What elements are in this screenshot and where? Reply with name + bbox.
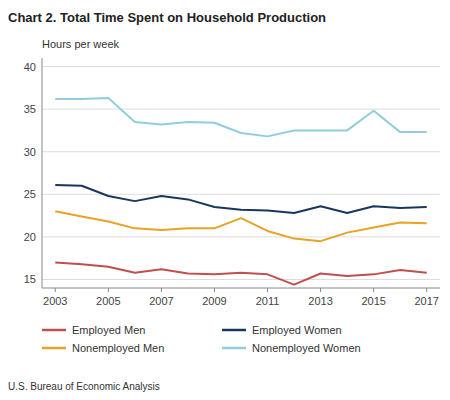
x-tick-label: 2017 [414, 295, 438, 307]
legend-swatch [42, 329, 66, 332]
x-tick [161, 288, 162, 292]
x-tick-label: 2013 [308, 295, 332, 307]
x-tick-label: 2007 [149, 295, 173, 307]
x-tick [267, 288, 268, 292]
x-tick [214, 288, 215, 292]
x-tick [55, 288, 56, 292]
x-tick-label: 2011 [256, 295, 280, 307]
legend-label: Employed Men [72, 324, 145, 336]
chart: Chart 2. Total Time Spent on Household P… [0, 0, 450, 400]
grid-line [42, 236, 440, 237]
x-tick [108, 288, 109, 292]
x-tick-label: 2009 [202, 295, 226, 307]
x-tick [426, 288, 427, 292]
y-tick-label: 25 [24, 188, 36, 200]
series-line [55, 98, 426, 136]
title: Chart 2. Total Time Spent on Household P… [8, 10, 326, 25]
series-line [55, 262, 426, 284]
grid-line [42, 109, 440, 110]
annotation: U.S. Bureau of Economic Analysis [8, 381, 160, 392]
y-tick-label: 20 [24, 231, 36, 243]
series-line [55, 185, 426, 213]
y-axis-line [42, 58, 43, 288]
grid-line [42, 279, 440, 280]
grid-line [42, 66, 440, 67]
legend-label: Nonemployed Women [252, 342, 361, 354]
y-tick-label: 30 [24, 146, 36, 158]
x-tick-label: 2005 [96, 295, 120, 307]
y-tick-label: 35 [24, 103, 36, 115]
x-axis-line [42, 288, 440, 289]
x-tick-label: 2015 [361, 295, 385, 307]
legend-swatch [222, 347, 246, 350]
x-tick-label: 2003 [43, 295, 67, 307]
plot-area [55, 98, 426, 285]
y-label: Hours per week [42, 38, 120, 50]
y-tick-label: 15 [24, 273, 36, 285]
x-tick [320, 288, 321, 292]
series-line [55, 211, 426, 241]
legend-label: Nonemployed Men [72, 342, 164, 354]
y-tick-label: 40 [24, 61, 36, 73]
legend-swatch [222, 329, 246, 332]
legend-swatch [42, 347, 66, 350]
x-tick [373, 288, 374, 292]
legend-label: Employed Women [252, 324, 342, 336]
grid-line [42, 151, 440, 152]
